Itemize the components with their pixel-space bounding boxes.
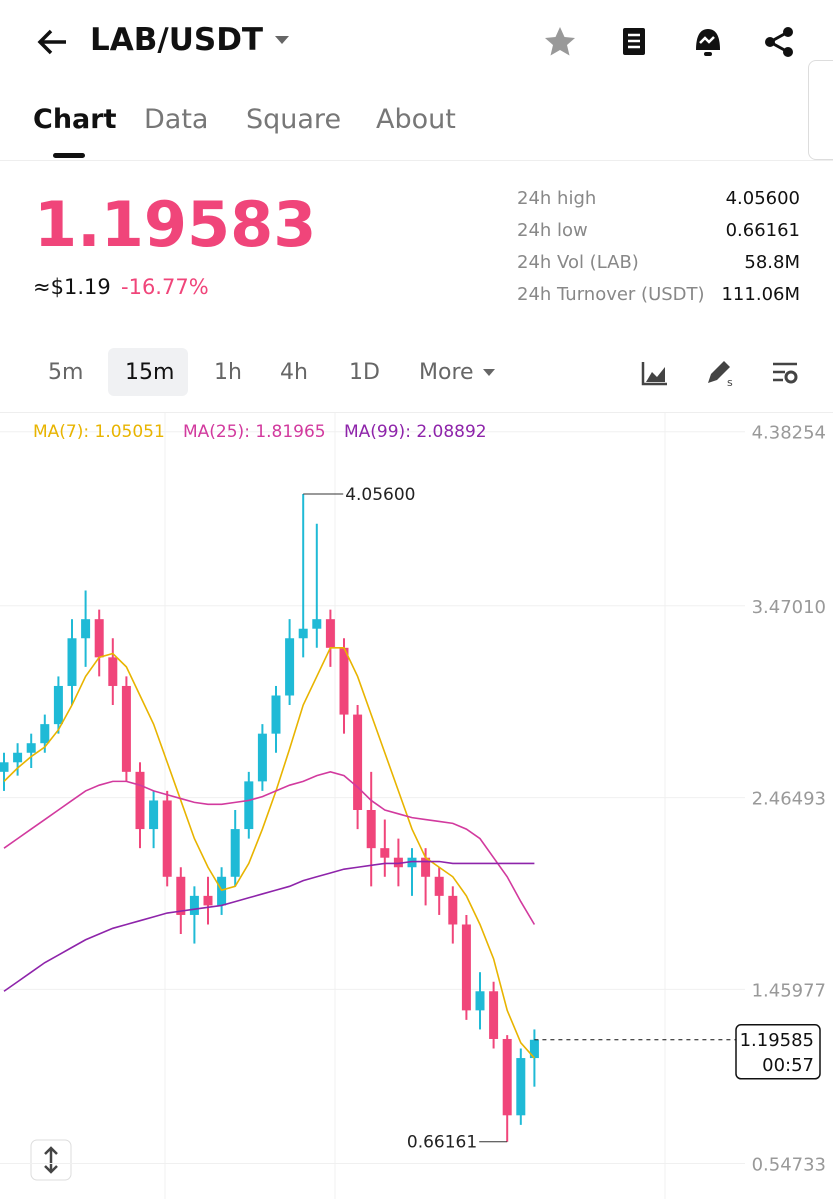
candle-body <box>121 685 131 772</box>
timeframe[interactable]: 1D <box>349 360 380 385</box>
candle-body <box>380 848 390 858</box>
stat-value: 0.66161 <box>725 220 800 241</box>
candle-body <box>176 876 186 915</box>
more-caret[interactable] <box>483 369 495 377</box>
candle-body <box>135 771 145 830</box>
draw-icon[interactable]: s <box>705 358 735 388</box>
candle-body <box>203 895 213 906</box>
tab-underline <box>53 153 85 158</box>
candle-body <box>81 619 91 639</box>
ma-legend: MA(7): 1.05051 <box>33 422 165 442</box>
candle-body <box>516 1058 526 1116</box>
candle-body <box>529 1039 539 1059</box>
high-label: 4.05600 <box>345 485 415 505</box>
stat-label: 24h Vol (LAB) <box>517 252 639 273</box>
stat-value: 4.05600 <box>725 188 800 209</box>
tab-data[interactable]: Data <box>144 104 209 135</box>
low-label: 0.66161 <box>407 1133 477 1153</box>
candle-body <box>108 657 118 686</box>
tab-chart[interactable]: Chart <box>33 104 117 135</box>
candle-body <box>67 638 77 686</box>
stat-value: 58.8M <box>744 252 800 273</box>
ma-legend: MA(25): 1.81965 <box>183 422 326 442</box>
candle-body <box>298 628 308 639</box>
dropdown-icon[interactable] <box>275 36 289 46</box>
candle-body <box>189 895 199 915</box>
candle-body <box>40 724 50 744</box>
stat-value: 111.06M <box>721 284 800 305</box>
candle-body <box>339 647 349 715</box>
stat-label: 24h Turnover (USDT) <box>517 284 705 305</box>
share-icon[interactable] <box>764 26 796 58</box>
timeframe[interactable]: 15m <box>125 360 175 385</box>
pair-title[interactable]: LAB/USDT <box>90 22 264 58</box>
candle-body <box>244 781 254 830</box>
candle-body <box>393 857 403 868</box>
candle-body <box>94 619 104 658</box>
ma-line <box>3 771 536 925</box>
price-change: -16.77% <box>121 275 209 299</box>
last-price-label: 1.19585 <box>740 1030 814 1051</box>
timeframe[interactable]: 5m <box>48 360 84 385</box>
settings-icon[interactable] <box>771 360 799 386</box>
candle-body <box>366 809 376 849</box>
candle-body <box>325 619 335 648</box>
candle-body <box>489 991 499 1039</box>
candle-body <box>0 762 9 772</box>
candle-body <box>13 752 23 763</box>
expand-icon <box>44 1146 58 1174</box>
last-price-box <box>735 1024 821 1080</box>
tab-about[interactable]: About <box>376 104 456 135</box>
candle-body <box>434 876 444 896</box>
candle-body <box>285 638 295 696</box>
tab-square[interactable]: Square <box>246 104 342 135</box>
candle-body <box>149 800 159 830</box>
y-tick-label: 2.46493 <box>752 789 826 810</box>
y-tick-label: 1.45977 <box>752 980 826 1001</box>
candle-body <box>421 857 431 877</box>
timeframe[interactable]: 1h <box>214 360 242 385</box>
candle-body <box>448 895 458 925</box>
side-handle[interactable] <box>808 60 833 160</box>
indicator-icon[interactable] <box>641 360 669 386</box>
last-price: 1.19583 <box>34 188 317 261</box>
usd-price: ≈$1.19 <box>33 275 111 299</box>
countdown: 00:57 <box>762 1055 814 1076</box>
divider <box>0 412 833 413</box>
stat-label: 24h low <box>517 220 588 241</box>
candle-body <box>53 685 63 725</box>
timeframe[interactable]: More <box>419 360 474 385</box>
alert-icon[interactable] <box>692 26 724 58</box>
candle-body <box>257 733 267 782</box>
y-tick-label: 0.54733 <box>752 1155 826 1176</box>
candle-body <box>502 1038 512 1116</box>
candle-body <box>353 714 363 810</box>
divider <box>0 160 833 161</box>
y-tick-label: 4.38254 <box>752 423 826 444</box>
candle-body <box>26 743 36 753</box>
timeframe-selected-bg <box>108 348 188 396</box>
candle-body <box>271 695 281 734</box>
star-icon[interactable] <box>544 26 576 56</box>
candle-body <box>407 857 417 868</box>
candle-body <box>162 800 172 877</box>
ma-line <box>3 860 535 992</box>
candle-body <box>475 991 485 1011</box>
candle-body <box>217 876 227 906</box>
svg-text:s: s <box>727 376 733 388</box>
candle-body <box>230 829 240 877</box>
candle-body <box>312 619 322 629</box>
ma-line <box>3 646 535 1059</box>
y-tick-label: 3.47010 <box>752 597 826 618</box>
book-icon[interactable] <box>620 26 648 58</box>
chart: 4.38254 3.47010 2.46493 1.45977 0.54733 MA(7)… <box>0 413 826 1199</box>
back-icon[interactable] <box>36 28 68 56</box>
timeframe[interactable]: 4h <box>280 360 308 385</box>
stat-label: 24h high <box>517 188 597 209</box>
ma-legend: MA(99): 2.08892 <box>344 422 487 442</box>
candle-body <box>461 924 471 1011</box>
